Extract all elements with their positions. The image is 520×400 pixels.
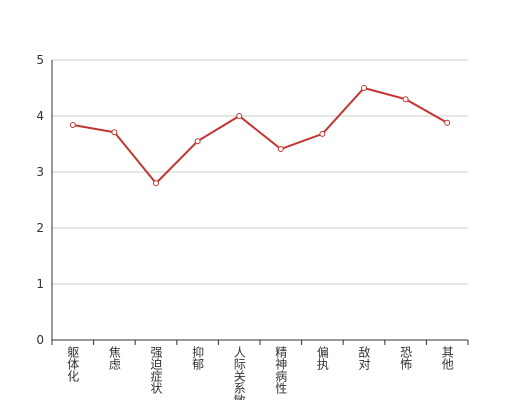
- x-tick-label: 人际关系敏感: [232, 346, 246, 400]
- x-tick-label: 精神病性: [274, 346, 288, 395]
- x-tick-label: 强迫症状: [149, 346, 163, 394]
- point: [402, 96, 409, 103]
- x-tick-label: 偏执: [315, 345, 329, 371]
- y-tick-label: 4: [36, 109, 44, 123]
- y-tick-label: 0: [36, 333, 44, 347]
- y-tick-label: 3: [36, 165, 44, 179]
- y-tick-label: 1: [36, 277, 44, 291]
- point: [361, 85, 367, 91]
- x-tick-label: 焦虑: [107, 346, 121, 370]
- point: [194, 138, 201, 145]
- point: [277, 146, 284, 153]
- point: [153, 180, 159, 187]
- x-tick-label: 躯体化: [66, 345, 80, 383]
- point: [444, 119, 451, 126]
- x-tick-label: 其他: [440, 346, 454, 370]
- y-tick-label: 2: [36, 221, 44, 235]
- point: [111, 129, 118, 136]
- x-tick-label: 抑郁: [191, 345, 205, 371]
- point: [319, 130, 326, 137]
- x-tick-label: 敌对: [357, 345, 371, 370]
- point: [69, 121, 76, 128]
- line: [72, 86, 448, 185]
- y-tick-label: 5: [36, 53, 44, 67]
- x-tick-label: 恐怖: [399, 346, 413, 370]
- point: [236, 113, 243, 119]
